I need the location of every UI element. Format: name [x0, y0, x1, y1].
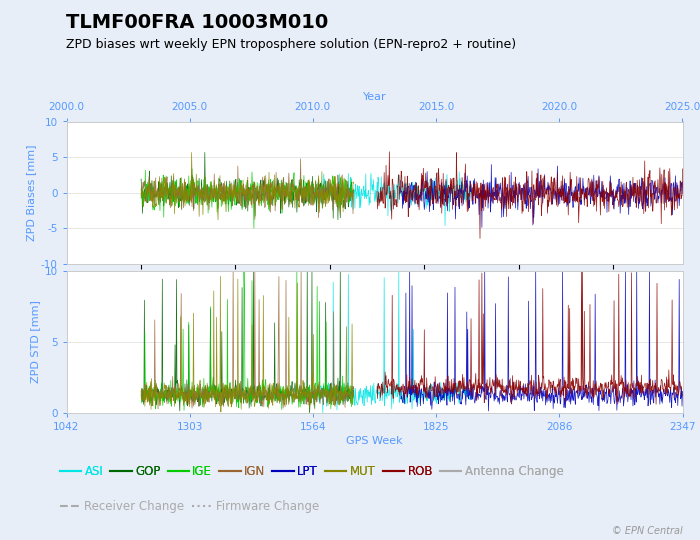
Text: ZPD biases wrt weekly EPN troposphere solution (EPN-repro2 + routine): ZPD biases wrt weekly EPN troposphere so…: [66, 38, 517, 51]
Text: © EPN Central: © EPN Central: [612, 525, 682, 536]
X-axis label: Year: Year: [363, 92, 386, 102]
Legend: ASI, GOP, IGE, IGN, LPT, MUT, ROB, Antenna Change: ASI, GOP, IGE, IGN, LPT, MUT, ROB, Anten…: [55, 461, 568, 483]
Y-axis label: ZPD STD [mm]: ZPD STD [mm]: [30, 301, 40, 383]
X-axis label: GPS Week: GPS Week: [346, 436, 402, 446]
Y-axis label: ZPD Biases [mm]: ZPD Biases [mm]: [27, 144, 36, 241]
Text: TLMF00FRA 10003M010: TLMF00FRA 10003M010: [66, 14, 329, 32]
Legend: Receiver Change, Firmware Change: Receiver Change, Firmware Change: [55, 496, 324, 518]
